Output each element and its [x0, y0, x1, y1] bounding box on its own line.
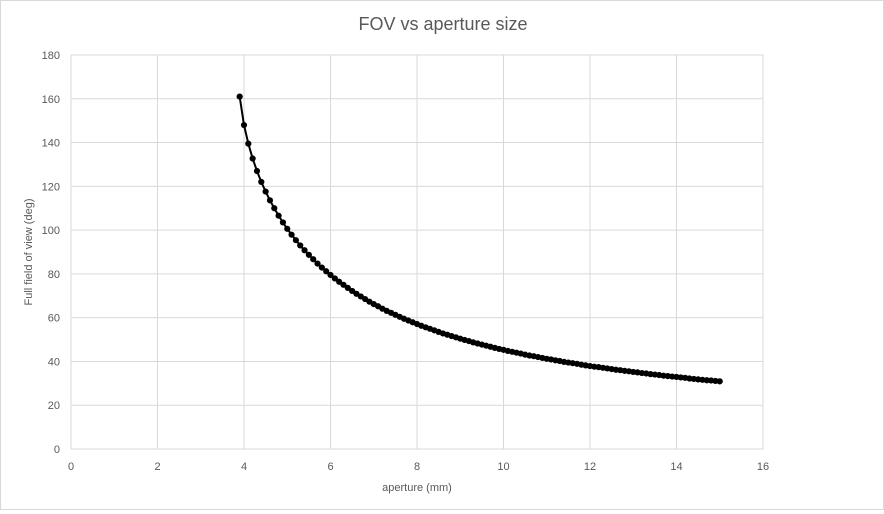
- y-tick-label: 20: [48, 400, 60, 412]
- data-point: [318, 264, 325, 271]
- data-point: [271, 205, 278, 212]
- y-tick-label: 180: [42, 50, 60, 62]
- x-tick-label: 8: [414, 461, 420, 473]
- data-point: [249, 155, 256, 162]
- y-tick-label: 60: [48, 313, 60, 325]
- x-axis-label: aperture (mm): [382, 482, 452, 494]
- data-point: [240, 121, 248, 129]
- y-tick-labels: 0 20 40 60 80 100 120 140 160 180: [42, 50, 60, 456]
- x-tick-label: 6: [327, 461, 333, 473]
- data-point: [310, 256, 317, 263]
- data-point: [340, 281, 347, 288]
- x-tick-label: 2: [154, 461, 160, 473]
- data-point: [301, 247, 308, 254]
- x-tick-label: 0: [68, 461, 74, 473]
- data-point: [245, 140, 252, 147]
- data-point: [344, 284, 351, 291]
- y-tick-label: 80: [48, 269, 60, 281]
- data-point: [275, 212, 282, 219]
- y-tick-label: 160: [42, 94, 60, 106]
- y-tick-label: 40: [48, 356, 60, 368]
- data-point: [266, 197, 274, 204]
- data-point: [288, 231, 295, 238]
- y-axis-label: Full field of view (deg): [23, 199, 35, 306]
- x-tick-label: 10: [497, 461, 509, 473]
- data-point: [284, 225, 291, 232]
- y-tick-label: 140: [42, 138, 60, 150]
- data-points: [236, 93, 723, 385]
- gridlines: [70, 54, 764, 450]
- data-point: [292, 237, 299, 244]
- data-point: [262, 188, 269, 195]
- chart-title: FOV vs aperture size: [358, 14, 527, 34]
- data-point: [331, 275, 338, 282]
- data-point: [297, 242, 304, 249]
- data-point: [258, 178, 265, 186]
- data-point: [253, 167, 261, 175]
- data-point: [279, 219, 287, 226]
- data-point: [314, 260, 321, 267]
- y-tick-label: 0: [54, 444, 60, 456]
- x-tick-labels: 0 2 4 6 8 10 12 14 16: [68, 461, 769, 473]
- y-tick-label: 100: [42, 225, 60, 237]
- data-point: [327, 271, 334, 279]
- data-point: [236, 93, 243, 100]
- x-tick-label: 14: [670, 461, 682, 473]
- x-tick-label: 4: [241, 461, 247, 473]
- series-line: [238, 96, 720, 383]
- data-point: [336, 278, 343, 285]
- data-point: [323, 268, 330, 275]
- data-point: [305, 251, 312, 258]
- x-tick-label: 16: [757, 461, 769, 473]
- x-tick-label: 12: [584, 461, 596, 473]
- data-point: [716, 378, 723, 385]
- y-tick-label: 120: [42, 181, 60, 193]
